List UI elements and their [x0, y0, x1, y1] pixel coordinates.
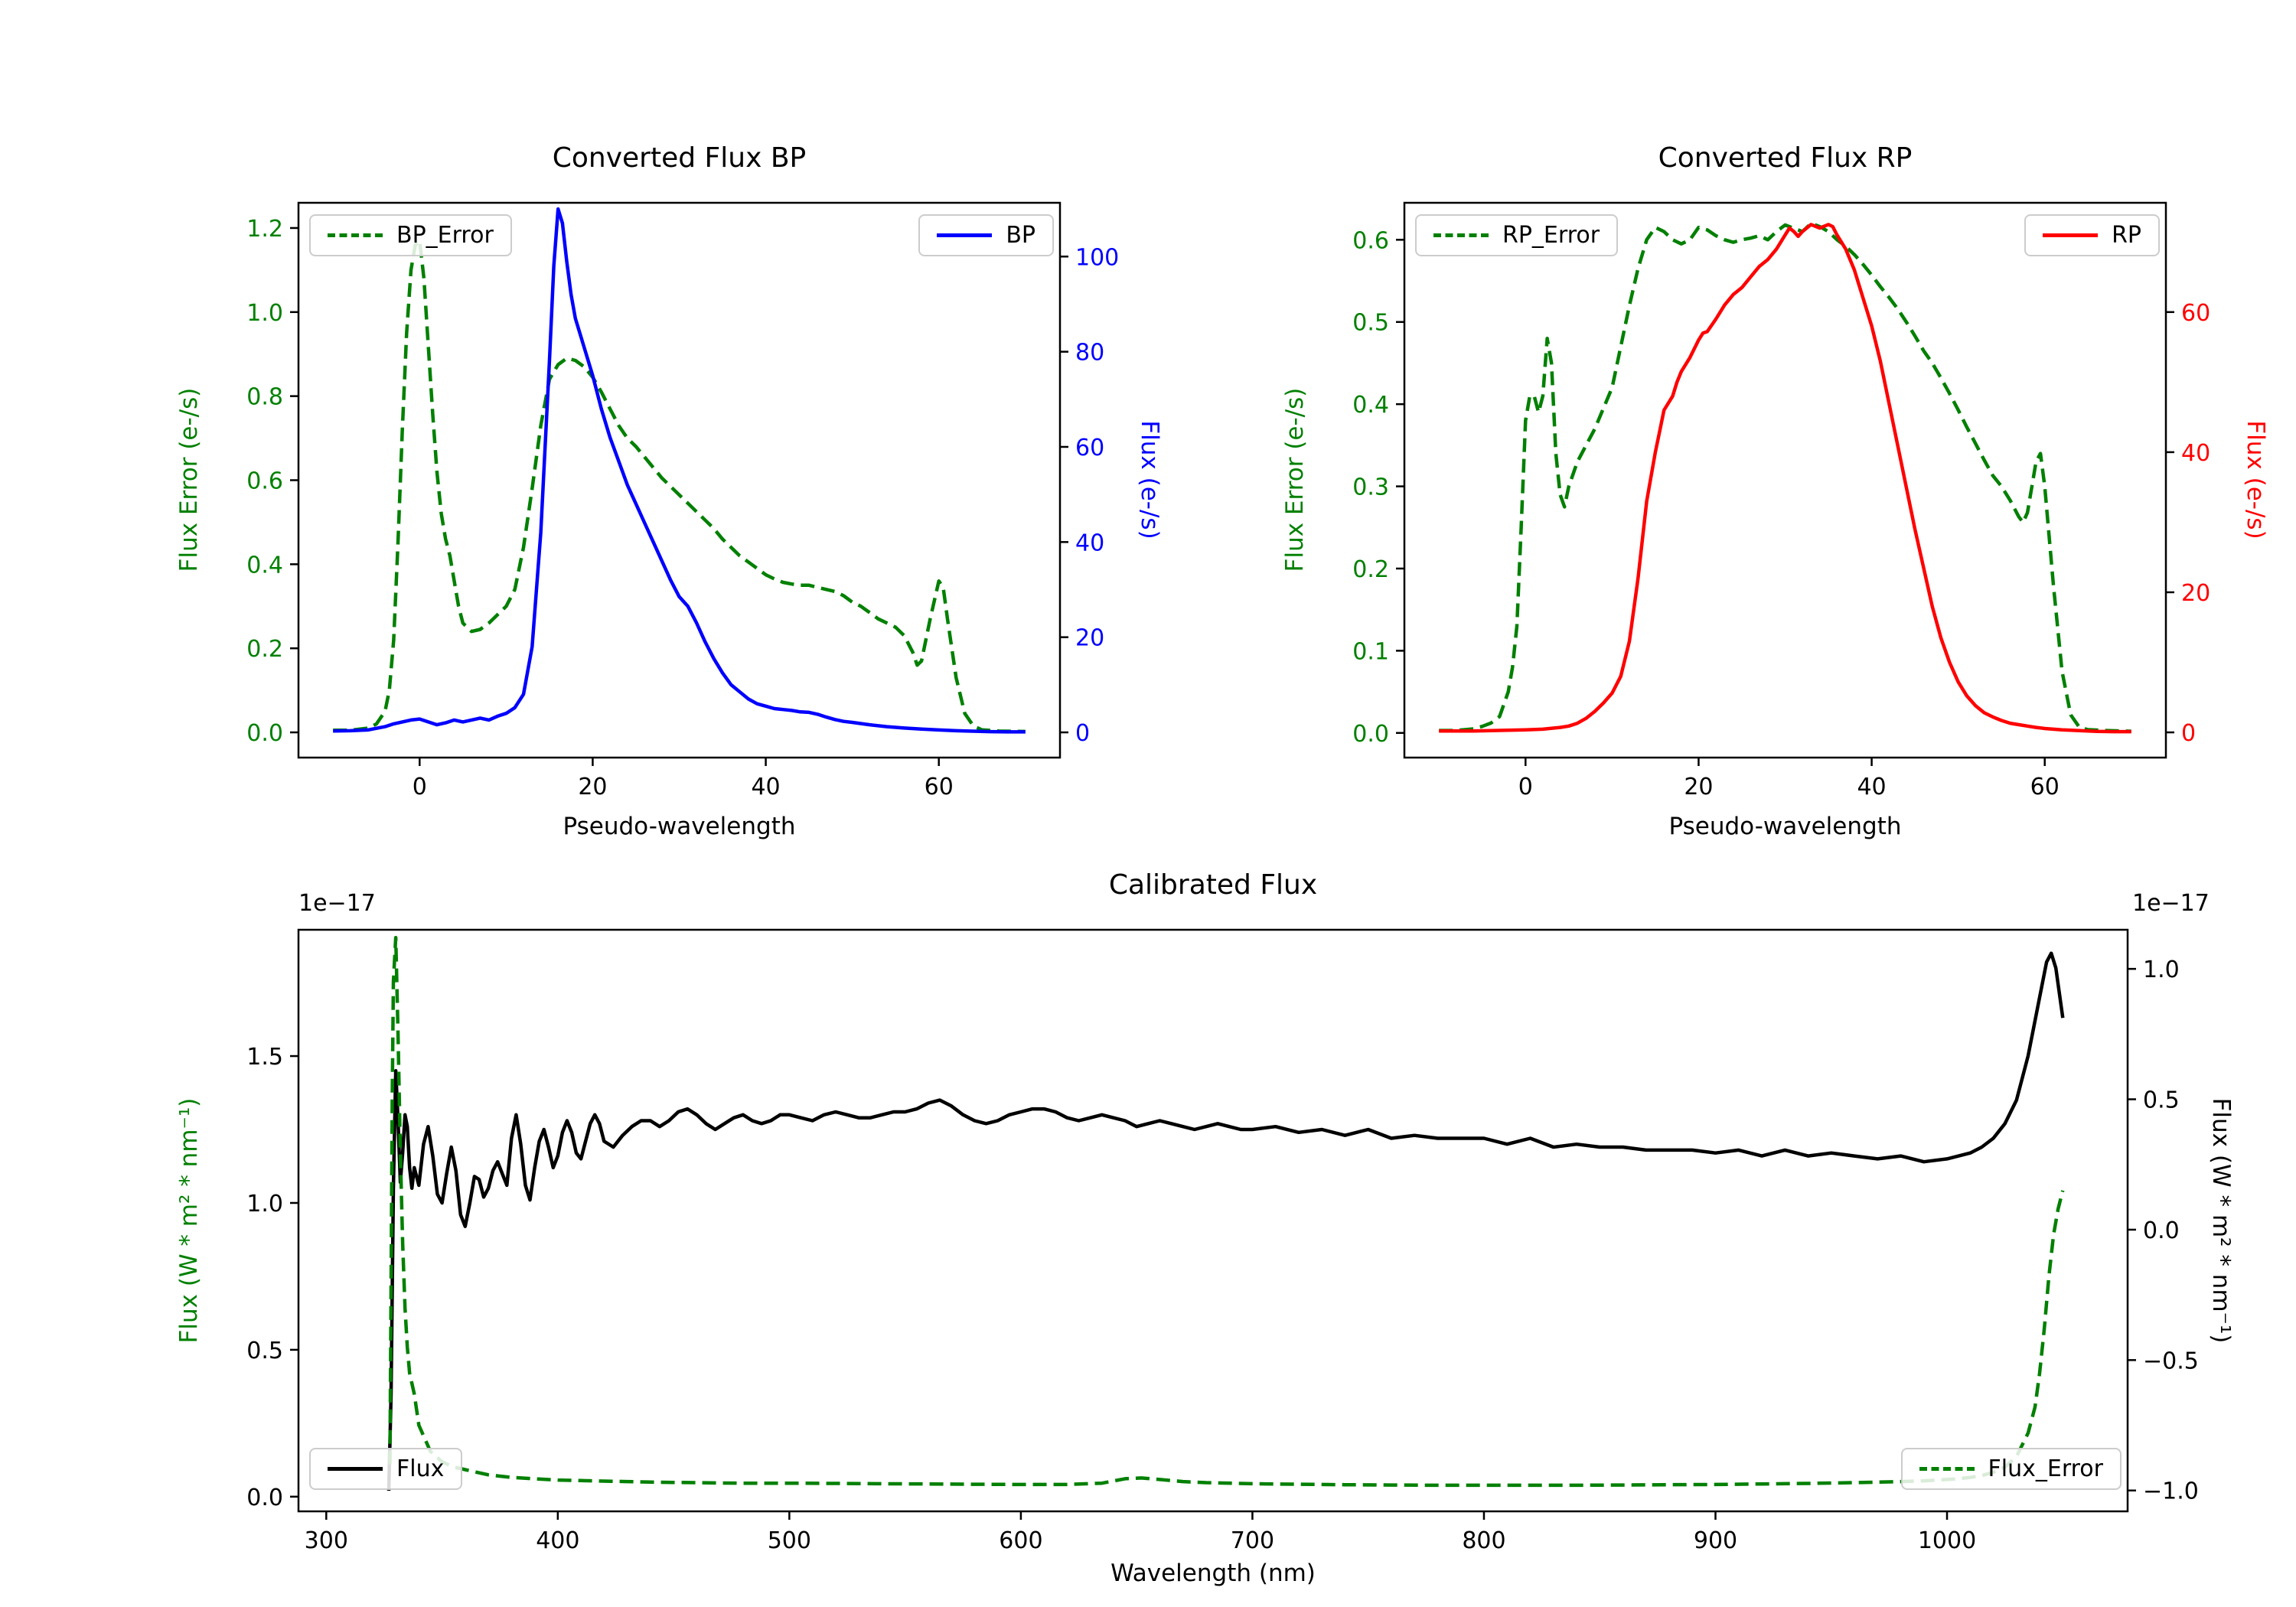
x-tick-label: 800 — [1462, 1527, 1505, 1554]
x-axis-label-bp: Pseudo-wavelength — [563, 813, 796, 840]
legend-flux: Flux — [309, 1448, 463, 1490]
legend-label: BP — [1006, 222, 1035, 249]
y-tick-label-right: −0.5 — [2143, 1348, 2199, 1374]
legend-rp: RP — [2024, 214, 2160, 256]
y-tick-label-left: 1.0 — [246, 300, 283, 327]
y-tick-label-left: 1.5 — [246, 1044, 283, 1071]
series-line-BP — [333, 207, 1026, 734]
y-tick-label-left: 0.0 — [1352, 721, 1389, 748]
y-tick-label-left: 1.0 — [246, 1191, 283, 1217]
x-tick-label: 20 — [1684, 774, 1713, 800]
legend-label: Flux — [396, 1455, 445, 1482]
y-tick-label-right: 0 — [1075, 720, 1090, 747]
y-tick-label-right: 40 — [1075, 530, 1104, 556]
legend-line-sample — [1433, 233, 1489, 237]
x-tick-label: 600 — [999, 1527, 1042, 1554]
x-tick-label: 300 — [305, 1527, 348, 1554]
x-tick-label: 0 — [413, 774, 427, 800]
rp-axes-canvas: 0 20 40 60 0.0 0.1 0.2 0.3 0.4 0.5 0.6 0 20 40 60 — [1352, 201, 2210, 800]
x-tick-label: 20 — [578, 774, 607, 800]
legend-label: Flux_Error — [1988, 1455, 2103, 1482]
y-tick-label-left: 0.8 — [246, 384, 283, 411]
y-tick-label-right: 60 — [1075, 435, 1104, 461]
legend-label: RP_Error — [1502, 222, 1600, 249]
axes-frame — [1403, 201, 2167, 759]
y-tick-label-right: 0.0 — [2143, 1217, 2180, 1244]
y-tick-label-left: 0.3 — [1352, 474, 1389, 501]
x-tick-label: 400 — [536, 1527, 579, 1554]
legend-flux-error: Flux_Error — [1900, 1448, 2122, 1490]
legend-line-sample — [937, 233, 993, 237]
series-line-RP — [1439, 223, 2131, 734]
y-tick-label-left: 0.1 — [1352, 638, 1389, 665]
axes-frame — [297, 928, 2129, 1513]
y-tick-label-left: 0.0 — [246, 720, 283, 747]
y-axis-label-rp-error: Flux Error (e-/s) — [1281, 387, 1309, 572]
series-line-Flux_Error — [388, 935, 2065, 1488]
y-tick-label-left: 1.2 — [246, 216, 283, 243]
x-axis-label-calibrated: Wavelength (nm) — [1110, 1560, 1316, 1587]
legend-line-sample — [328, 1467, 383, 1471]
y-tick-label-left: 0.4 — [246, 552, 283, 579]
legend-bp-error: BP_Error — [309, 214, 512, 256]
y-axis-label-bp-flux: Flux (e-/s) — [1136, 420, 1163, 539]
x-tick-label: 500 — [768, 1527, 811, 1554]
x-tick-label: 40 — [751, 774, 780, 800]
legend-label: RP — [2112, 222, 2141, 249]
axes-frame — [297, 201, 1062, 759]
y-tick-label-left: 0.6 — [1352, 227, 1389, 254]
y-tick-label-right: 0.5 — [2143, 1087, 2180, 1114]
offset-text-right: 1e−17 — [2132, 890, 2210, 917]
x-tick-label: 60 — [2030, 774, 2060, 800]
x-tick-label: 0 — [1518, 774, 1533, 800]
y-tick-label-left: 0.6 — [246, 468, 283, 495]
y-axis-label-cal-flux: Flux (W * m² * nm⁻¹) — [175, 1097, 203, 1344]
legend-line-sample — [1919, 1467, 1975, 1471]
y-tick-label-right: 40 — [2181, 440, 2210, 467]
chart-title-bp: Converted Flux BP — [552, 142, 807, 174]
y-axis-label-bp-error: Flux Error (e-/s) — [175, 387, 203, 572]
y-tick-label-right: 20 — [2181, 580, 2210, 607]
offset-text-left: 1e−17 — [298, 890, 376, 917]
y-tick-label-right: 1.0 — [2143, 957, 2180, 983]
x-tick-label: 700 — [1231, 1527, 1274, 1554]
y-axis-label-rp-flux: Flux (e-/s) — [2242, 420, 2269, 539]
y-tick-label-left: 0.2 — [1352, 556, 1389, 583]
x-tick-label: 60 — [925, 774, 954, 800]
x-tick-label: 40 — [1857, 774, 1886, 800]
y-tick-label-left: 0.4 — [1352, 392, 1389, 419]
y-tick-label-right: 0 — [2181, 720, 2196, 747]
calibrated-axes-canvas: 300 400 500 600 700 800 900 1000 0.0 0.5 1.0 1.5 −1.… — [246, 928, 2199, 1554]
x-tick-label: 900 — [1694, 1527, 1737, 1554]
x-tick-label: 1000 — [1918, 1527, 1976, 1554]
y-tick-label-left: 0.2 — [246, 636, 283, 663]
y-tick-label-left: 0.0 — [246, 1485, 283, 1511]
y-axis-label-cal-flux-error: Flux (W * m² * nm⁻¹) — [2207, 1097, 2235, 1344]
chart-title-calibrated: Calibrated Flux — [1108, 869, 1318, 901]
legend-line-sample — [2043, 233, 2099, 237]
series-line-RP_Error — [1439, 221, 2131, 733]
series-line-Flux — [386, 951, 2065, 1491]
bp-axes-canvas: 0 20 40 60 0.0 0.2 0.4 0.6 0.8 1.0 1.2 0 20 40 60 80 100 — [246, 201, 1119, 800]
y-tick-label-left: 0.5 — [1352, 310, 1389, 337]
legend-bp: BP — [918, 214, 1054, 256]
series-line-BP_Error — [333, 239, 1026, 734]
y-tick-label-right: 20 — [1075, 625, 1104, 652]
x-axis-label-rp: Pseudo-wavelength — [1668, 813, 1902, 840]
chart-title-rp: Converted Flux RP — [1658, 142, 1913, 174]
y-tick-label-right: 100 — [1075, 244, 1119, 271]
legend-label: BP_Error — [396, 222, 494, 249]
y-tick-label-left: 0.5 — [246, 1338, 283, 1364]
y-tick-label-right: −1.0 — [2143, 1478, 2199, 1505]
legend-rp-error: RP_Error — [1415, 214, 1619, 256]
y-tick-label-right: 80 — [1075, 340, 1104, 367]
y-tick-label-right: 60 — [2181, 300, 2210, 327]
legend-line-sample — [328, 233, 383, 237]
